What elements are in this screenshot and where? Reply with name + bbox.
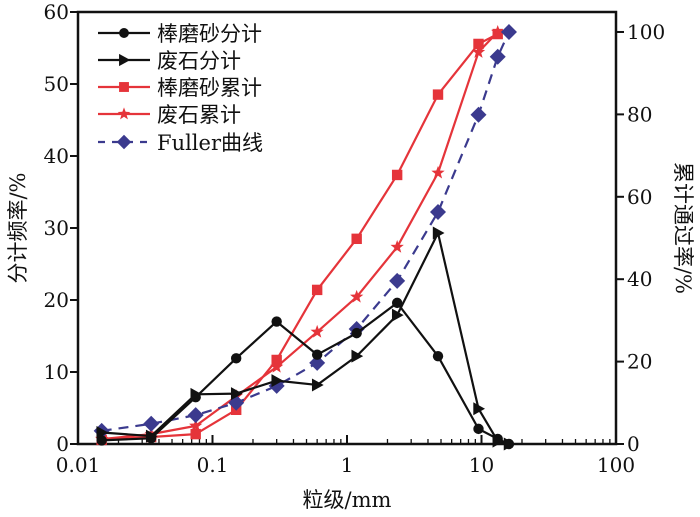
legend-label: Fuller曲线: [157, 131, 263, 155]
data-point: [271, 354, 282, 366]
data-point: [145, 429, 158, 443]
data-point: [350, 289, 364, 303]
x-tick-label: 0.1: [197, 453, 229, 477]
data-point: [270, 359, 284, 373]
data-point: [470, 106, 487, 123]
y-left-tick-label: 10: [44, 360, 69, 384]
legend-marker: [119, 53, 131, 67]
data-point: [96, 425, 109, 439]
data-point: [489, 48, 506, 65]
data-point: [143, 415, 160, 432]
series-line: [101, 301, 510, 446]
data-point: [473, 402, 486, 416]
series-0: [96, 297, 515, 450]
data-point: [310, 324, 324, 338]
y-right-tick-label: 80: [627, 102, 652, 126]
data-point: [430, 204, 447, 221]
data-point: [311, 284, 323, 296]
data-point: [471, 45, 486, 58]
x-tick-label: 10: [469, 453, 494, 477]
legend-item: 废石累计: [98, 103, 241, 127]
series-1: [96, 226, 516, 451]
y-left-tick-label: 50: [44, 72, 69, 96]
data-point: [96, 435, 107, 446]
data-point: [187, 407, 204, 424]
legend-marker: [119, 28, 129, 38]
y-right-tick-label: 40: [627, 267, 652, 291]
y-right-tick-label: 20: [627, 350, 652, 374]
legend-marker: [119, 82, 129, 92]
legend-item: 棒磨砂分计: [98, 22, 262, 46]
y-left-tick-label: 0: [56, 432, 69, 456]
y-right-axis-title: 累计通过率/%: [671, 162, 695, 294]
data-point: [311, 349, 323, 360]
x-tick-label: 100: [597, 453, 635, 477]
data-point: [492, 434, 505, 448]
data-point: [351, 327, 362, 339]
data-point: [473, 38, 484, 50]
x-tick-label: 0.01: [56, 453, 101, 477]
data-point: [230, 353, 242, 364]
data-point: [390, 240, 404, 253]
y-left-tick-label: 60: [44, 0, 69, 24]
data-point: [391, 297, 403, 309]
data-point: [351, 233, 362, 245]
y-left-tick-label: 20: [44, 288, 69, 312]
y-left-axis-title: 分计频率/%: [6, 172, 30, 283]
data-point: [271, 374, 284, 388]
data-point: [432, 89, 444, 100]
series-layer: [93, 23, 517, 451]
data-point: [432, 226, 445, 240]
legend-label: 废石累计: [157, 103, 241, 127]
data-point: [190, 428, 201, 440]
data-point: [391, 308, 404, 322]
y-right-tick-label: 60: [627, 185, 652, 209]
data-point: [189, 418, 203, 432]
legend-marker: [117, 107, 131, 120]
series-line: [101, 31, 510, 432]
data-point: [431, 165, 445, 179]
data-point: [391, 169, 403, 181]
legend-label: 废石分计: [157, 49, 241, 73]
legend-item: Fuller曲线: [98, 131, 263, 155]
data-point: [190, 387, 203, 401]
x-axis-title: 粒级/mm: [303, 488, 392, 512]
data-point: [230, 387, 243, 401]
data-point: [500, 23, 517, 40]
y-left-tick-label: 40: [44, 144, 69, 168]
data-point: [389, 272, 406, 289]
legend-marker: [116, 134, 132, 150]
data-point: [351, 349, 364, 363]
x-tick-label: 1: [341, 453, 354, 477]
data-point: [271, 316, 282, 327]
y-left-tick-label: 30: [44, 216, 69, 240]
data-point: [503, 437, 516, 451]
y-right-tick-label: 100: [627, 20, 665, 44]
y-right-tick-label: 0: [627, 432, 640, 456]
ticks: [70, 11, 624, 445]
legend-label: 棒磨砂累计: [157, 76, 262, 100]
data-point: [311, 378, 324, 392]
data-point: [309, 354, 326, 371]
legend-item: 棒磨砂累计: [98, 76, 262, 100]
data-point: [432, 350, 444, 362]
series-line: [101, 231, 510, 446]
legend-label: 棒磨砂分计: [157, 22, 262, 46]
legend-item: 废石分计: [98, 49, 241, 73]
data-point: [473, 423, 484, 435]
data-point: [491, 24, 505, 38]
